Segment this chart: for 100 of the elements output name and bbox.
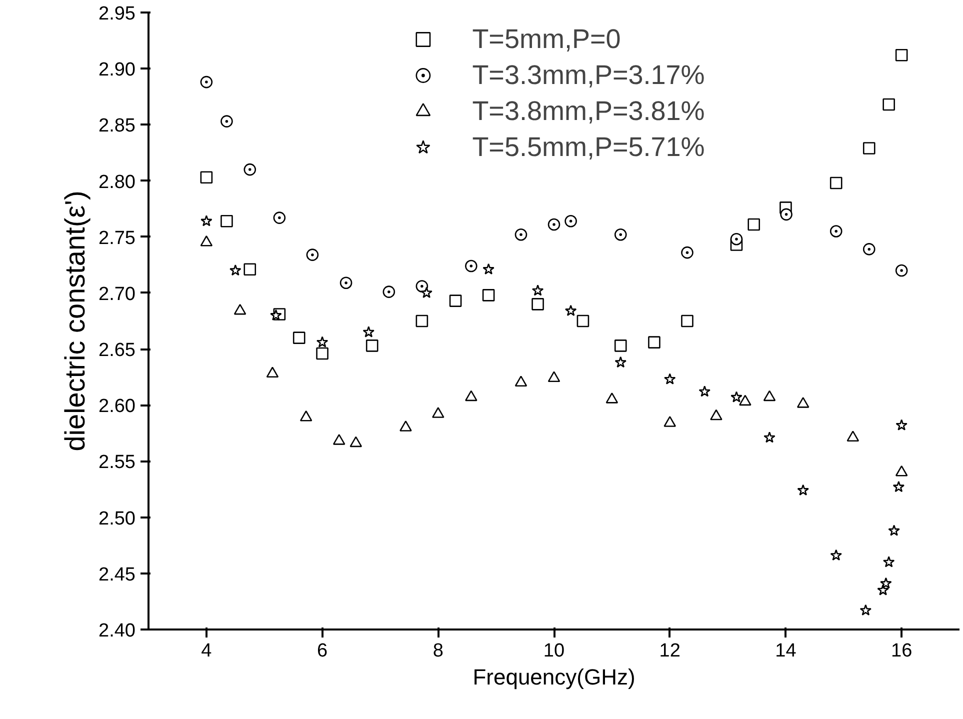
point: [730, 391, 742, 402]
legend-label: T=5.5mm,P=5.71%: [472, 130, 705, 164]
point: [200, 235, 213, 246]
y-tick-label: 2.60: [98, 396, 136, 418]
point: [230, 264, 242, 276]
y-tick-label: 2.65: [98, 340, 136, 362]
x-tick-label: 6: [317, 640, 328, 662]
y-axis-title: dielectric constant(ε'): [60, 190, 91, 452]
point: [220, 215, 233, 228]
point: [532, 284, 544, 296]
x-axis-title: Frequency(GHz): [472, 664, 636, 690]
point: [482, 263, 494, 274]
point: [449, 294, 462, 307]
point: [895, 48, 908, 62]
x-tick-label: 8: [432, 640, 444, 662]
point: [200, 76, 213, 88]
point: [888, 524, 900, 536]
point: [266, 366, 279, 378]
point: [846, 430, 860, 442]
legend-label: T=3.3mm,P=3.17%: [472, 58, 705, 92]
point: [366, 340, 378, 352]
y-tick-label: 2.95: [98, 4, 136, 24]
point: [860, 604, 872, 616]
point: [739, 394, 752, 406]
y-tick-label: 2.80: [98, 172, 136, 193]
point: [681, 246, 694, 259]
point: [576, 314, 590, 328]
point: [220, 115, 233, 128]
point: [270, 309, 282, 320]
x-tick-label: 16: [891, 640, 912, 662]
point: [895, 465, 908, 476]
point: [292, 332, 306, 344]
point: [432, 407, 444, 418]
y-tick-label: 2.75: [98, 228, 136, 249]
point: [465, 390, 478, 402]
point: [648, 336, 660, 348]
point: [273, 212, 286, 224]
point: [606, 392, 618, 404]
point: [340, 276, 352, 289]
point: [780, 208, 792, 221]
point: [882, 98, 895, 111]
point: [514, 376, 528, 387]
x-tick-label: 10: [543, 640, 565, 662]
y-tick-label: 2.50: [98, 508, 136, 530]
x-tick-label: 4: [201, 640, 212, 662]
y-tick-label: 2.85: [98, 116, 136, 137]
point: [234, 304, 246, 315]
y-tick-label: 2.40: [98, 620, 136, 642]
point: [830, 225, 842, 238]
point: [514, 228, 528, 241]
point: [548, 218, 560, 231]
point: [664, 416, 676, 427]
point: [548, 371, 560, 382]
point: [244, 163, 256, 176]
point: [730, 232, 743, 246]
point: [862, 142, 876, 154]
point: [316, 347, 328, 360]
point: [862, 243, 876, 256]
point: [763, 390, 776, 402]
point: [664, 373, 676, 384]
point: [244, 263, 256, 276]
point: [200, 215, 212, 226]
point: [895, 264, 908, 277]
y-tick-label: 2.90: [98, 60, 136, 81]
x-tick-label: 14: [775, 640, 797, 662]
point: [306, 248, 319, 261]
point: [350, 436, 362, 448]
point: [416, 314, 428, 328]
point: [362, 326, 375, 338]
point: [614, 228, 627, 241]
point: [316, 336, 328, 348]
point: [614, 356, 626, 368]
y-tick-label: 2.45: [98, 564, 136, 586]
point: [896, 419, 908, 430]
point: [482, 289, 495, 302]
point: [830, 176, 842, 190]
point: [797, 484, 809, 496]
y-tick-label: 2.55: [98, 452, 136, 474]
point: [764, 432, 776, 443]
point: [882, 556, 895, 568]
point: [698, 386, 710, 397]
point: [382, 286, 396, 298]
point: [564, 215, 577, 228]
point: [796, 397, 810, 408]
point: [465, 260, 478, 272]
point: [681, 314, 694, 328]
x-tick-label: 12: [659, 640, 680, 662]
legend-label: T=5mm,P=0: [472, 22, 621, 56]
point: [532, 298, 544, 310]
point: [200, 171, 213, 184]
point: [710, 409, 722, 420]
point: [332, 434, 346, 445]
point: [892, 480, 905, 492]
point: [880, 577, 892, 589]
y-tick-label: 2.70: [98, 284, 136, 305]
point: [420, 286, 432, 298]
point: [748, 218, 760, 231]
point: [400, 420, 412, 432]
point: [300, 410, 312, 422]
point: [614, 340, 627, 352]
